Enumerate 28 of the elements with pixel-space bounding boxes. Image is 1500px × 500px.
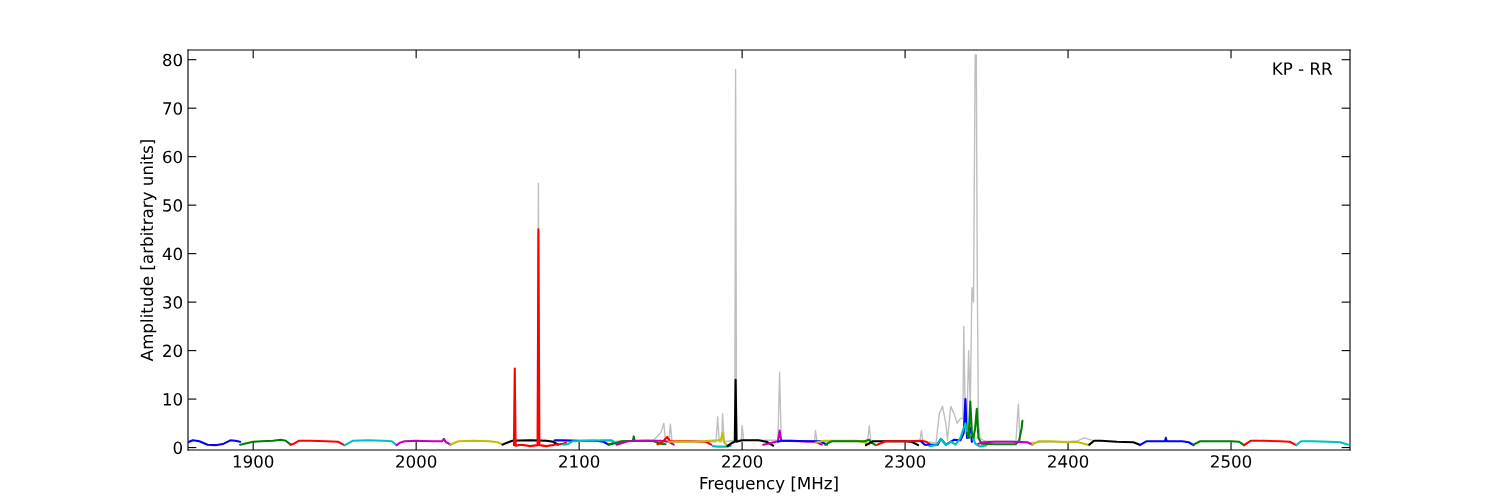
line-series xyxy=(726,378,775,448)
x-axis-title: Frequency [MHz] xyxy=(700,476,838,493)
line-series xyxy=(656,435,713,446)
line-series xyxy=(512,228,568,448)
line-series xyxy=(667,431,729,447)
x-tick-label: 2000 xyxy=(396,455,437,468)
x-tick-label: 1900 xyxy=(233,455,274,468)
y-axis-title: Amplitude [arbitrary units] xyxy=(140,140,157,362)
y-tick-label: 70 xyxy=(163,102,183,115)
y-tick-label: 30 xyxy=(163,296,183,309)
y-tick-label: 10 xyxy=(163,393,183,406)
x-tick-label: 2500 xyxy=(1211,455,1252,468)
x-tick-label: 2200 xyxy=(722,455,763,468)
x-tick-label: 2400 xyxy=(1048,455,1089,468)
y-tick-label: 0 xyxy=(173,441,183,455)
x-tick-label: 2100 xyxy=(559,455,600,468)
y-tick-label: 50 xyxy=(163,199,183,212)
line-series xyxy=(965,400,1024,446)
annotation: KP - RR xyxy=(1273,62,1333,75)
y-tick-label: 60 xyxy=(163,150,183,164)
line-series xyxy=(920,398,973,446)
line-series xyxy=(928,422,988,448)
y-tick-label: 80 xyxy=(163,53,183,67)
x-tick-label: 2300 xyxy=(885,455,926,468)
line-series xyxy=(1138,436,1195,447)
y-tick-label: 20 xyxy=(163,344,183,358)
y-tick-label: 40 xyxy=(162,247,183,261)
line-series xyxy=(395,437,452,447)
